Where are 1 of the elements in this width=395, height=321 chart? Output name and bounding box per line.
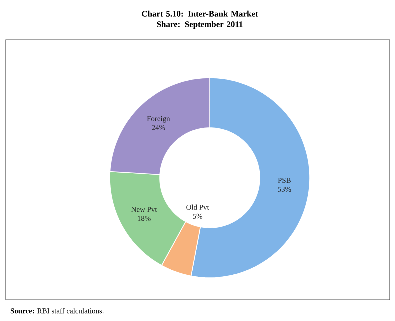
chart-title: Chart 5.10: Inter-Bank Market Share: September 2011 [142,10,258,30]
